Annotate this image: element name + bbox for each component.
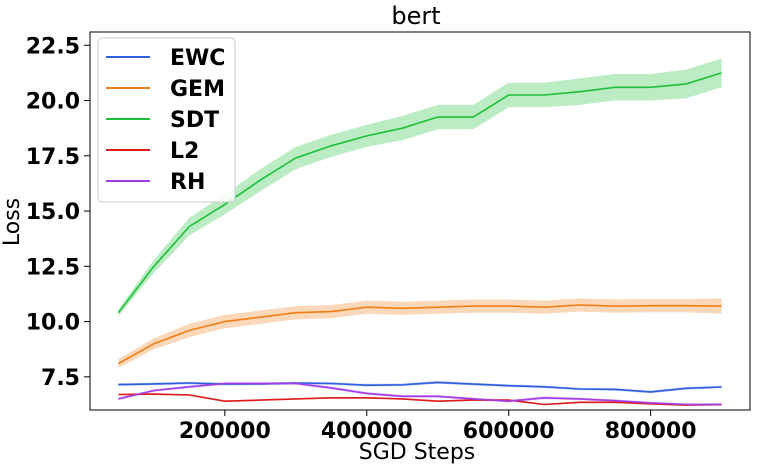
- y-tick-label: 22.5: [26, 34, 80, 59]
- chart-title: bert: [391, 2, 440, 30]
- x-axis-label: SGD Steps: [359, 440, 476, 465]
- x-tick-label: 800000: [605, 419, 697, 444]
- x-tick-label: 400000: [321, 419, 413, 444]
- y-axis-ticks: 7.5 10.0 12.5 15.0 17.5 20.0 22.5: [26, 34, 90, 391]
- line-sdt: [117, 72, 722, 314]
- x-axis-ticks: 200000 400000 600000 800000: [179, 410, 697, 444]
- legend-label-ewc: EWC: [170, 46, 225, 71]
- x-tick-label: 600000: [463, 419, 555, 444]
- legend: EWC GEM SDT L2 RH: [97, 37, 236, 203]
- y-tick-label: 12.5: [26, 255, 80, 280]
- legend-label-l2: L2: [170, 139, 199, 164]
- y-tick-label: 20.0: [26, 90, 80, 115]
- y-tick-label: 7.5: [41, 366, 80, 391]
- legend-box: [97, 37, 236, 203]
- legend-label-sdt: SDT: [170, 108, 219, 133]
- y-tick-label: 10.0: [26, 311, 80, 336]
- band-gem: [118, 298, 722, 368]
- legend-label-gem: GEM: [170, 77, 225, 102]
- x-tick-label: 200000: [179, 419, 271, 444]
- y-axis-label: Loss: [0, 198, 25, 246]
- line-gem: [118, 304, 722, 365]
- line-ewc: [118, 381, 722, 393]
- band-rh: [118, 382, 722, 406]
- y-tick-label: 15.0: [26, 200, 80, 225]
- line-rh: [118, 382, 722, 406]
- legend-label-rh: RH: [170, 170, 205, 195]
- plot-area-frame: [89, 31, 751, 411]
- y-tick-label: 17.5: [26, 145, 80, 170]
- series-lines: [117, 72, 722, 406]
- band-sdt: [118, 58, 722, 317]
- line-l2: [118, 393, 722, 406]
